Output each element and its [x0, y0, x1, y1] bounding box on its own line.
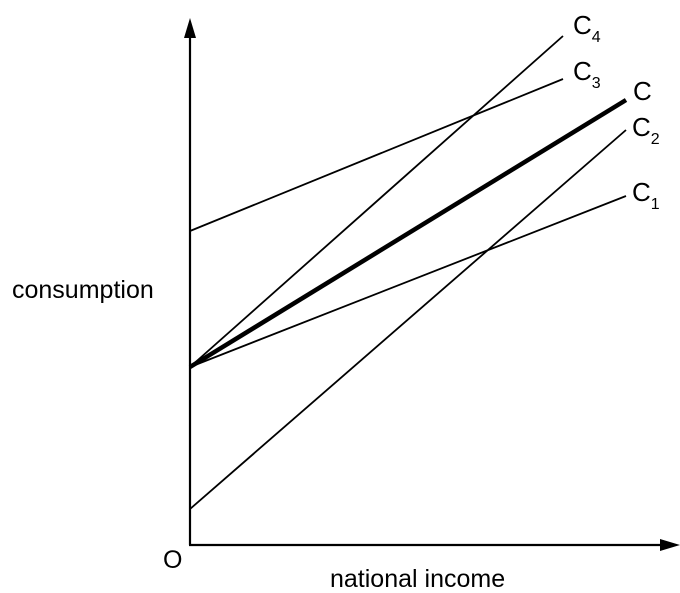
line-c	[188, 98, 628, 369]
line-labels: C4 C3 C C2 C1	[573, 10, 660, 213]
label-c: C	[633, 76, 652, 106]
consumption-lines	[188, 35, 628, 510]
origin-label: O	[163, 546, 182, 574]
label-c4: C4	[573, 10, 601, 46]
line-c3	[189, 78, 564, 232]
axes	[184, 18, 680, 551]
y-axis-label: consumption	[12, 276, 154, 304]
label-c4-subscript: 4	[592, 29, 601, 46]
line-c2	[189, 129, 627, 510]
label-c1-subscript: 1	[651, 196, 660, 213]
y-axis-arrowhead	[184, 18, 196, 38]
label-c3: C3	[573, 56, 601, 92]
x-axis-arrowhead	[660, 539, 680, 551]
label-c2: C2	[632, 112, 660, 148]
label-c3-subscript: 3	[592, 75, 601, 92]
line-c4	[189, 35, 564, 368]
x-axis-label: national income	[330, 565, 505, 593]
label-c2-subscript: 2	[651, 131, 660, 148]
line-c1	[189, 195, 627, 368]
label-c1: C1	[632, 177, 660, 213]
